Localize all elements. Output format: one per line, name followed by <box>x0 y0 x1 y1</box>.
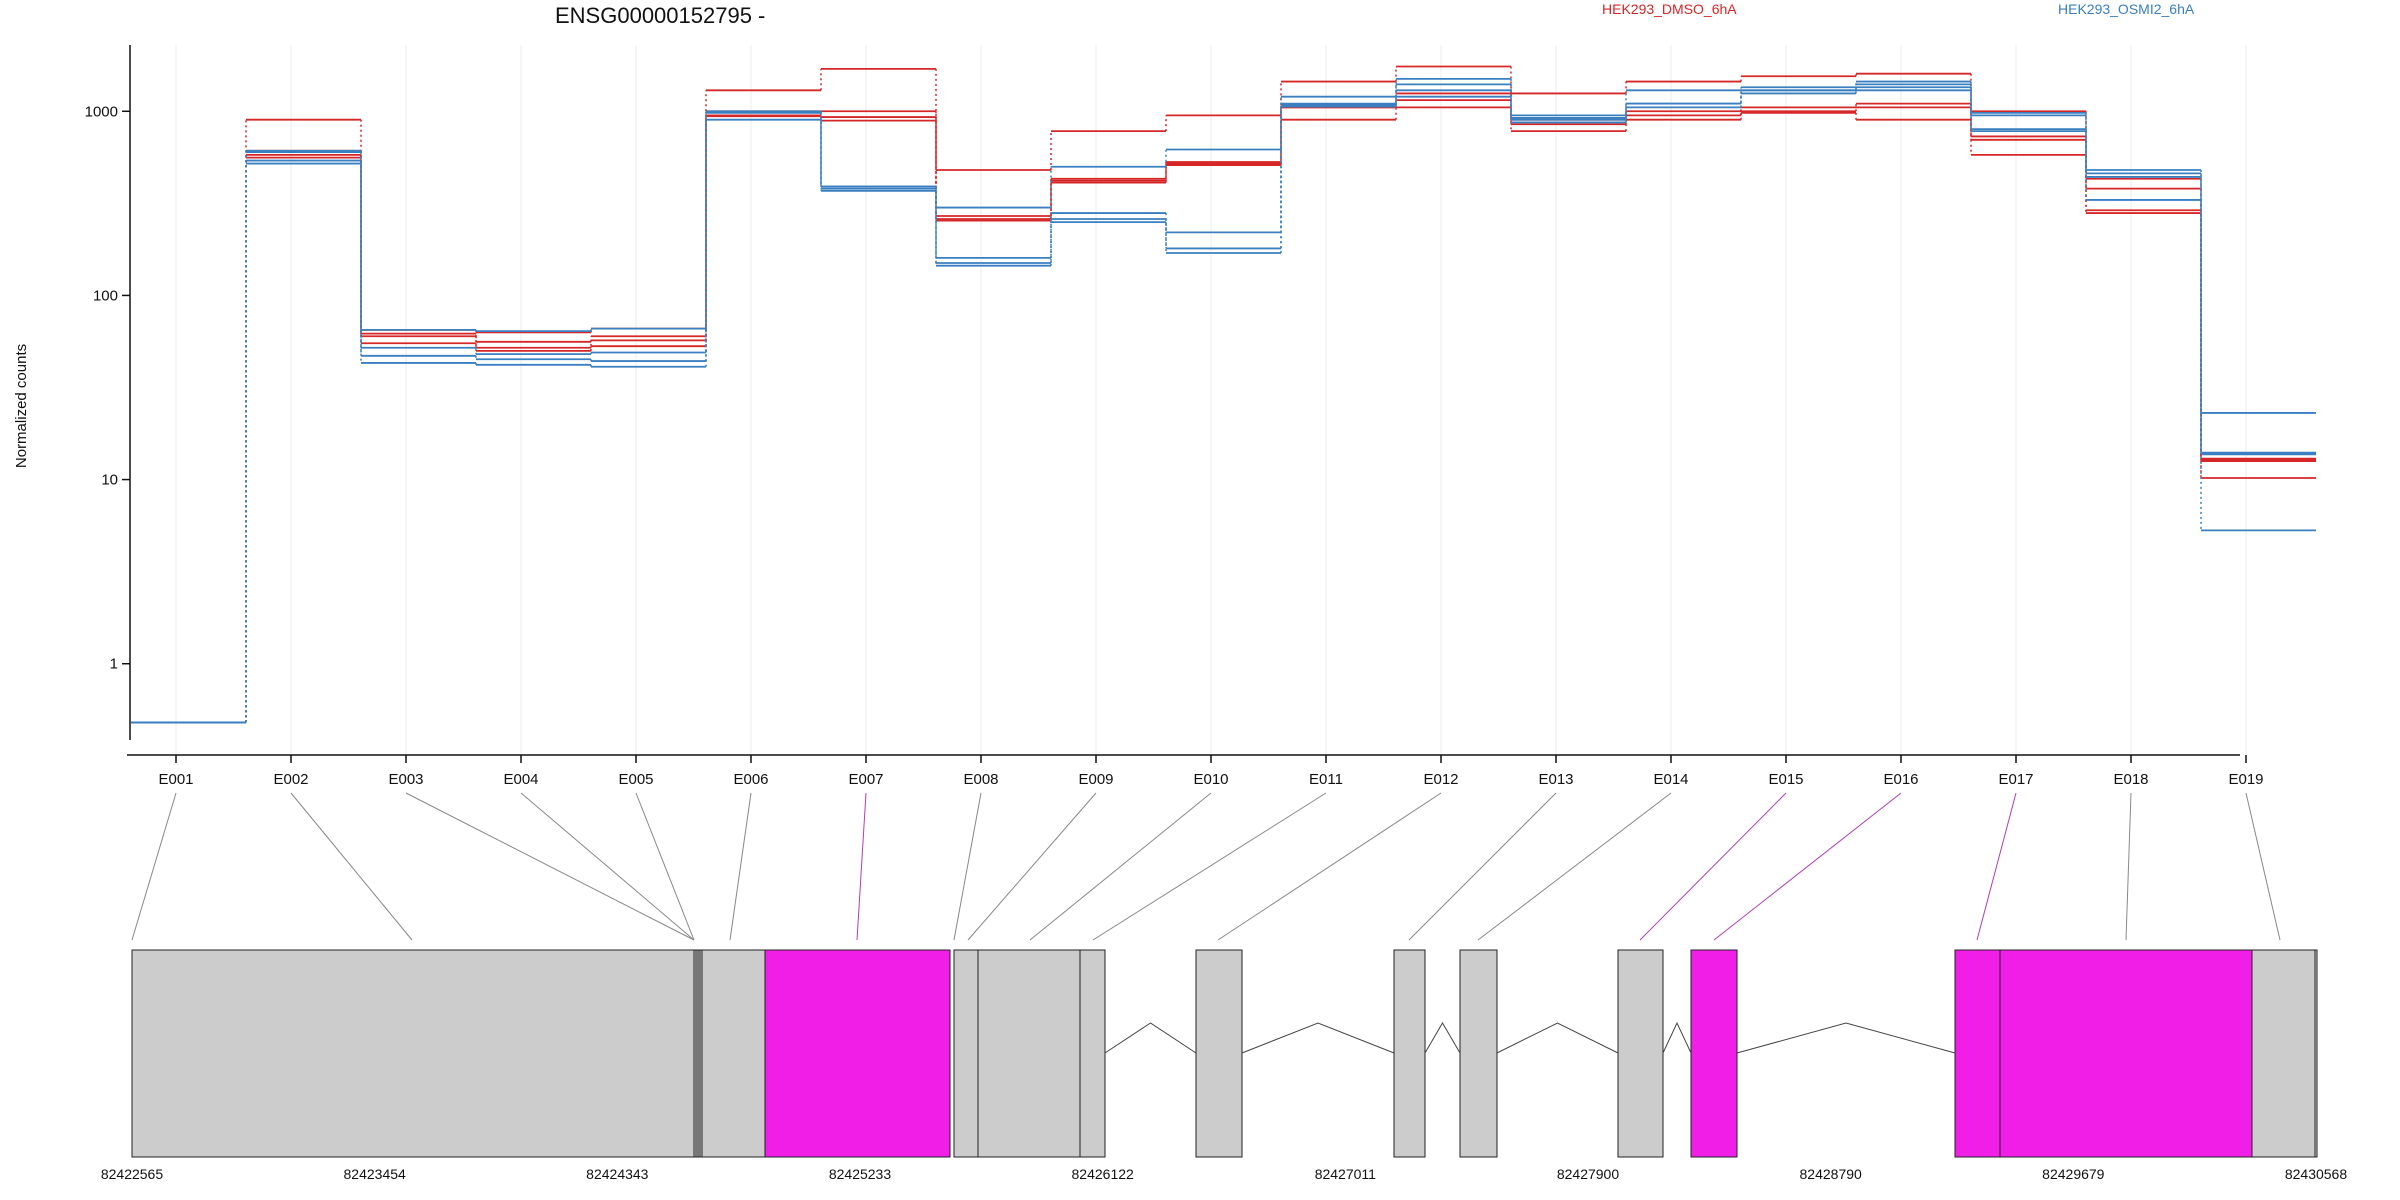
exon-connector <box>290 792 413 941</box>
x-tick-label: E011 <box>1309 771 1343 788</box>
coordinate-label: 82427900 <box>1557 1166 1620 1182</box>
exon-connector <box>2125 792 2132 941</box>
exon-box <box>2314 949 2318 1158</box>
coordinate-label: 82424343 <box>586 1166 649 1182</box>
x-tick-label: E005 <box>618 771 653 788</box>
x-tick-label: E019 <box>2228 771 2263 788</box>
exon-box <box>953 949 979 1158</box>
exon-box <box>1690 949 1738 1158</box>
exon-box <box>1954 949 2001 1158</box>
series-line <box>131 99 2316 724</box>
exon-connector <box>131 792 177 941</box>
exon-connector-lines <box>131 792 2281 941</box>
y-tick-label: 1 <box>110 656 118 673</box>
coordinate-label: 82427011 <box>1315 1166 1376 1182</box>
coordinate-label: 82425233 <box>829 1166 892 1182</box>
exon-box <box>1079 949 1106 1158</box>
exon-box <box>977 949 1081 1158</box>
exon-box <box>764 949 951 1158</box>
x-tick-label: E002 <box>273 771 308 788</box>
x-tick-label: E001 <box>158 771 193 788</box>
x-tick-label: E016 <box>1883 771 1918 788</box>
series-line <box>131 80 2316 724</box>
exon-box <box>2251 949 2316 1158</box>
exon-box <box>701 949 766 1158</box>
legend-entry-dmso: HEK293_DMSO_6hA <box>1602 1 1737 17</box>
x-tick-label: E004 <box>503 771 538 788</box>
chart-title: ENSG00000152795 - <box>555 3 765 28</box>
genomic-coordinate-axis: 82422565 82423454 82424343 82425233 82426122… <box>101 1166 2348 1182</box>
coordinate-label: 82422565 <box>101 1166 164 1182</box>
exon-connector <box>967 792 1097 941</box>
x-tick-label: E009 <box>1078 771 1113 788</box>
exon-connector <box>1029 792 1212 941</box>
exon-box <box>1393 949 1426 1158</box>
x-tick-label: E015 <box>1768 771 1803 788</box>
x-tick-label: E017 <box>1998 771 2033 788</box>
intron-line <box>1496 1022 1619 1054</box>
exon-box <box>1617 949 1664 1158</box>
y-tick-label: 10 <box>101 472 118 489</box>
exon-connector <box>1976 792 2017 941</box>
series-line <box>131 92 2316 724</box>
exon-connector <box>1713 792 1902 941</box>
series-line <box>131 83 2316 724</box>
exon-connector <box>520 792 695 941</box>
y-axis-label: Normalized counts <box>13 344 30 468</box>
y-tick-label: 1000 <box>85 103 118 120</box>
intron-line <box>1424 1022 1461 1054</box>
gene-model <box>131 949 2318 1158</box>
exon-connector <box>1477 792 1672 941</box>
intron-line <box>1662 1021 1692 1054</box>
x-tick-label: E012 <box>1423 771 1458 788</box>
y-axis: 1 10 100 1000 <box>85 45 131 740</box>
exon-box <box>1999 949 2253 1158</box>
series-line <box>131 77 2316 724</box>
coordinate-label: 82423454 <box>344 1166 407 1182</box>
exon-connector <box>1639 792 1787 941</box>
exon-connector <box>1217 792 1442 941</box>
intron-line <box>1241 1022 1395 1054</box>
exon-connector <box>1408 792 1557 941</box>
vertical-gridlines <box>175 45 2247 755</box>
series-line <box>131 89 2316 724</box>
exon-connector <box>729 792 752 941</box>
legend-entry-osmi2: HEK293_OSMI2_6hA <box>2058 1 2195 17</box>
x-tick-label: E003 <box>388 771 423 788</box>
exon-box <box>1459 949 1498 1158</box>
exon-connector <box>405 792 695 941</box>
series-lines <box>131 65 2316 724</box>
x-axis: E001 E002 E003 E004 E005 E006 E007 E008 E009 E010… <box>127 754 2264 788</box>
exon-connector <box>1092 792 1327 941</box>
x-tick-label: E007 <box>848 771 883 788</box>
exon-box <box>131 949 695 1158</box>
coordinate-label: 82430568 <box>2285 1166 2348 1182</box>
intron-line <box>1104 1022 1197 1054</box>
coordinate-label: 82429679 <box>2042 1166 2105 1182</box>
exon-connector <box>953 792 982 941</box>
exon-connector <box>635 792 695 941</box>
y-tick-label: 100 <box>93 287 118 304</box>
coordinate-label: 82428790 <box>1800 1166 1863 1182</box>
x-tick-label: E014 <box>1653 771 1688 788</box>
coordinate-label: 82426122 <box>1072 1166 1135 1182</box>
intron-line <box>1736 1022 1956 1054</box>
exon-connector <box>856 792 867 941</box>
x-tick-label: E018 <box>2113 771 2148 788</box>
exon-connector <box>2245 792 2281 941</box>
x-tick-label: E013 <box>1538 771 1573 788</box>
x-tick-label: E006 <box>733 771 768 788</box>
x-tick-label: E010 <box>1193 771 1228 788</box>
exon-box <box>1195 949 1243 1158</box>
series-line <box>131 106 2316 724</box>
x-tick-label: E008 <box>963 771 998 788</box>
